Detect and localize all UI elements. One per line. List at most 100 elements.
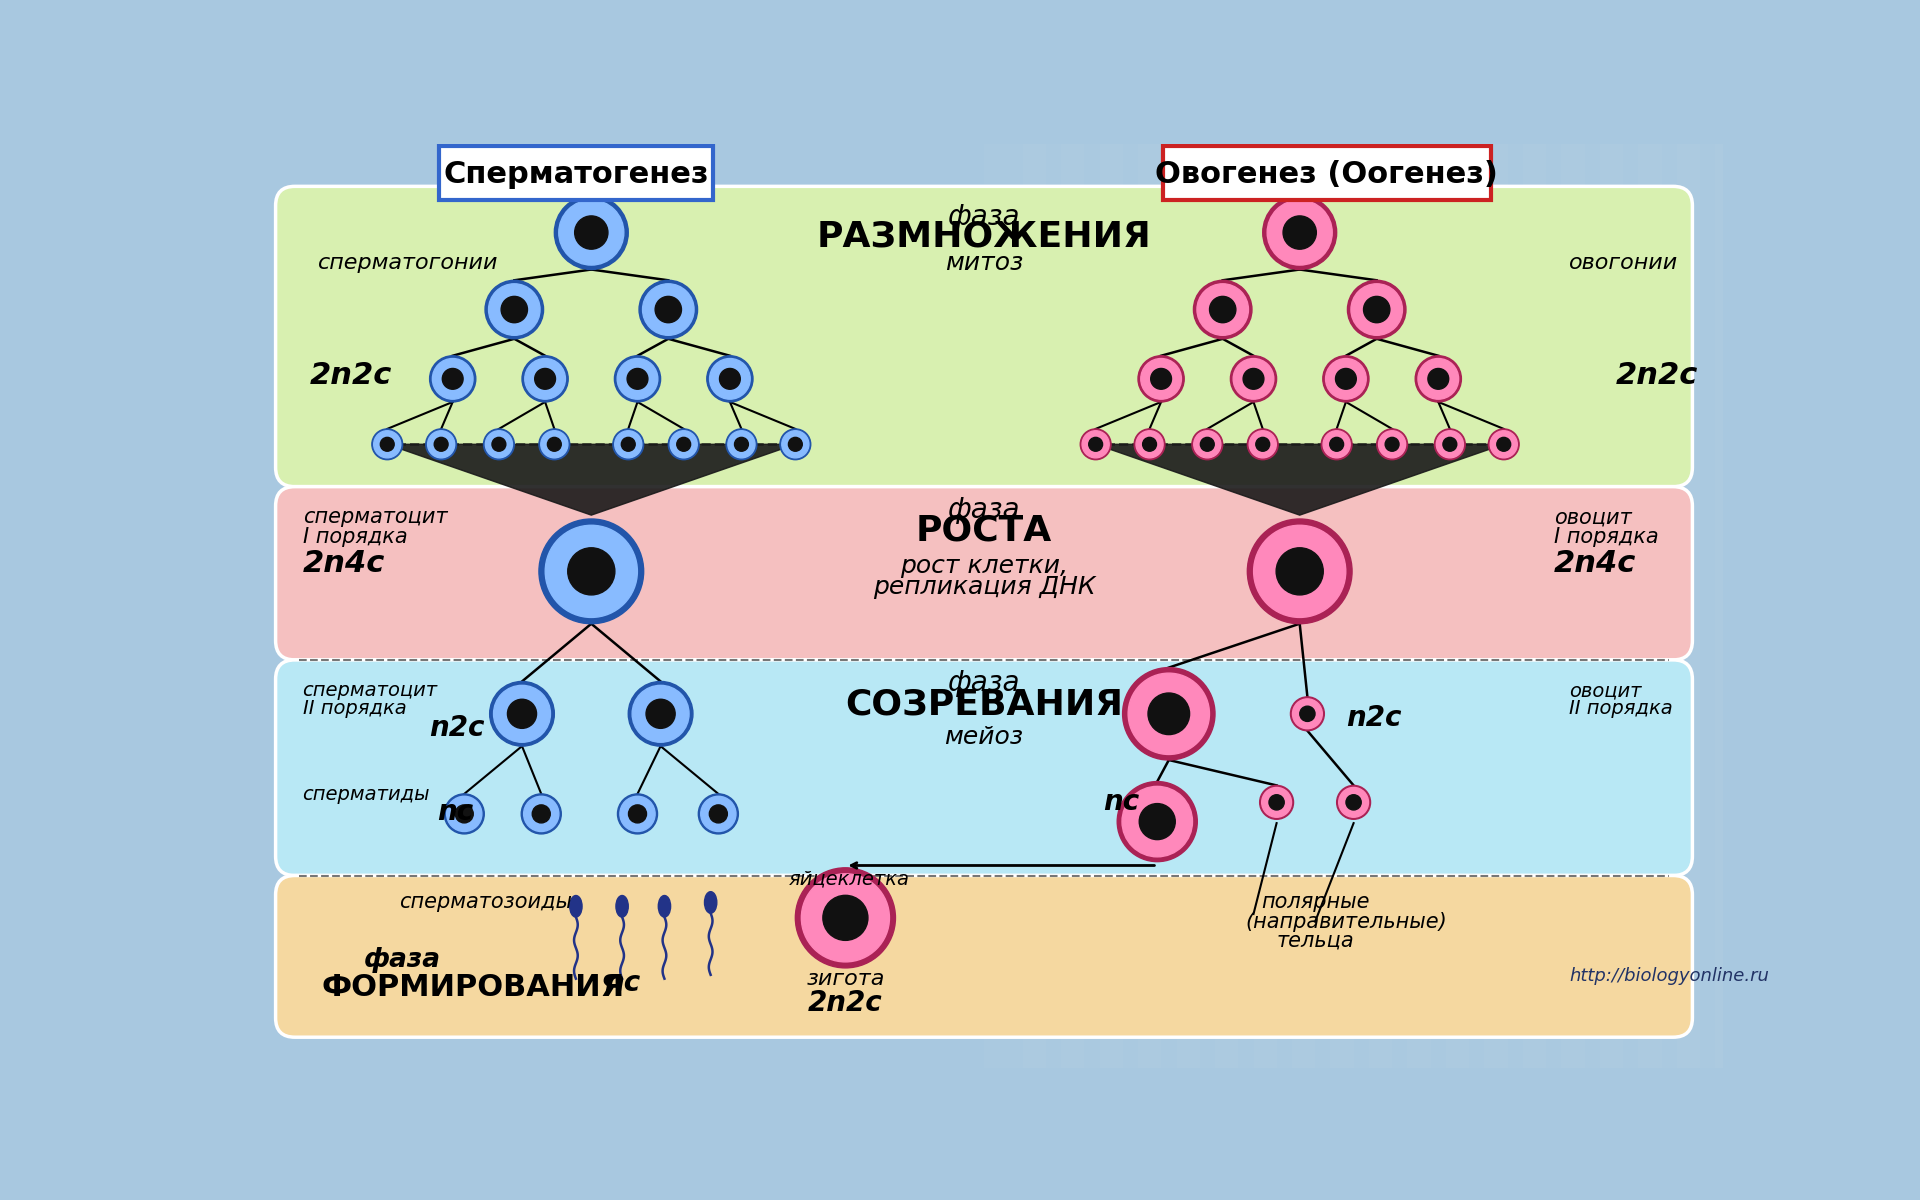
Circle shape [639,281,697,338]
Circle shape [1290,697,1325,731]
Circle shape [540,518,643,624]
Bar [1292,144,1354,1068]
Circle shape [447,797,482,832]
Circle shape [1139,804,1175,840]
Bar [1139,144,1200,1068]
Circle shape [1260,786,1294,820]
Circle shape [676,437,691,451]
Text: фаза: фаза [948,670,1020,697]
Bar [1407,144,1469,1068]
Circle shape [1331,437,1344,451]
Circle shape [614,431,641,458]
Text: овогонии: овогонии [1569,253,1678,274]
FancyBboxPatch shape [276,487,1692,660]
Text: II порядка: II порядка [303,698,407,718]
Bar [1638,144,1699,1068]
Circle shape [442,368,463,389]
Circle shape [789,437,803,451]
Bar [1331,144,1392,1068]
Circle shape [524,359,564,400]
Circle shape [501,296,528,323]
Circle shape [493,685,551,743]
Circle shape [1142,437,1156,451]
Bar [1062,144,1123,1068]
Circle shape [1346,794,1361,810]
Text: тельца: тельца [1277,931,1354,950]
Circle shape [374,431,401,458]
Bar [1484,144,1546,1068]
Text: рост клетки,: рост клетки, [900,554,1068,578]
Bar [983,144,1046,1068]
Bar [1369,144,1430,1068]
Circle shape [532,805,551,823]
Text: I порядка: I порядка [303,527,407,547]
Circle shape [1148,694,1190,734]
Circle shape [670,431,697,458]
Circle shape [618,794,657,834]
Circle shape [616,359,659,400]
Circle shape [728,431,755,458]
Circle shape [1325,359,1367,400]
Circle shape [1384,437,1400,451]
Bar [1446,144,1507,1068]
Circle shape [1300,706,1315,721]
Text: 2n2c: 2n2c [1615,360,1697,390]
Text: яйцеклетка: яйцеклетка [789,870,910,889]
Circle shape [1321,428,1352,460]
Circle shape [1242,368,1263,389]
Circle shape [735,437,749,451]
Circle shape [1498,437,1511,451]
Circle shape [1277,547,1323,595]
Bar [1254,144,1315,1068]
Circle shape [1139,355,1185,402]
Bar [1715,144,1778,1068]
Circle shape [1150,368,1171,389]
Circle shape [1428,368,1450,389]
Circle shape [1336,786,1371,820]
Text: сперматоцит: сперматоцит [303,682,438,701]
Circle shape [568,547,614,595]
Circle shape [1248,428,1279,460]
Circle shape [780,428,810,460]
Text: II порядка: II порядка [1569,698,1672,718]
Text: репликация ДНК: репликация ДНК [874,575,1094,599]
Text: зигота: зигота [806,970,885,990]
Circle shape [1140,359,1181,400]
Circle shape [710,359,751,400]
Circle shape [1323,431,1350,458]
Circle shape [540,428,570,460]
Text: фаза: фаза [948,203,1020,232]
Circle shape [1135,428,1165,460]
Text: мейоз: мейоз [945,725,1023,749]
Circle shape [622,437,636,451]
Bar [1599,144,1661,1068]
Circle shape [455,805,472,823]
Circle shape [1377,428,1407,460]
Polygon shape [1096,444,1503,515]
Circle shape [507,700,536,728]
Circle shape [1083,431,1110,458]
Circle shape [1323,355,1369,402]
Circle shape [1194,431,1221,458]
Circle shape [1248,518,1352,624]
Circle shape [1269,794,1284,810]
Circle shape [486,281,543,338]
Bar [1023,144,1085,1068]
Circle shape [628,682,693,746]
Circle shape [1129,673,1210,755]
FancyBboxPatch shape [1164,145,1490,200]
Circle shape [432,359,472,400]
Text: n2c: n2c [430,714,486,742]
Circle shape [620,797,655,832]
Text: Овогенез (Оогенез): Овогенез (Оогенез) [1156,161,1498,190]
Circle shape [1363,296,1390,323]
Circle shape [490,682,555,746]
Circle shape [655,296,682,323]
Circle shape [668,428,699,460]
Circle shape [1352,284,1402,335]
Circle shape [492,437,505,451]
Text: 2n4c: 2n4c [303,550,384,578]
Circle shape [701,797,735,832]
Text: фаза: фаза [365,947,442,973]
Text: Сперматогенез: Сперматогенез [444,161,708,190]
